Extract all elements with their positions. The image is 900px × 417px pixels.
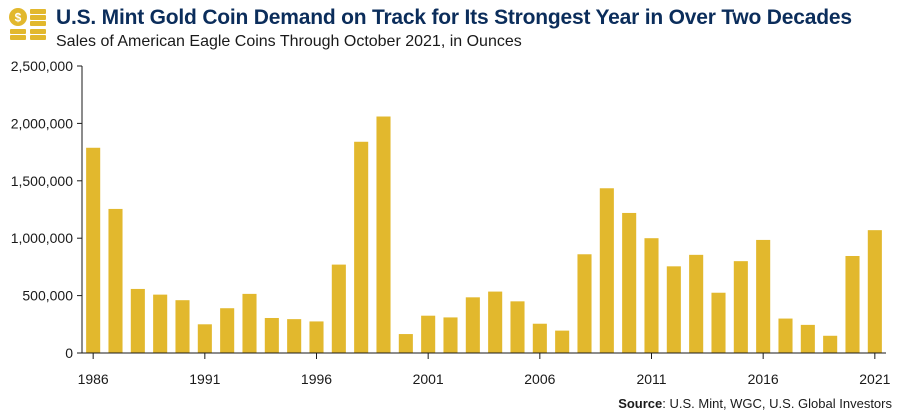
bar [800,324,815,353]
bar [599,188,614,353]
bar [287,319,302,353]
bar [867,230,882,353]
chart-title: U.S. Mint Gold Coin Demand on Track for … [56,6,852,29]
bar [443,317,458,353]
bar [130,288,145,353]
chart-subtitle: Sales of American Eagle Coins Through Oc… [56,33,522,50]
bar [242,293,257,353]
bar [756,239,771,353]
bar [555,330,570,353]
x-tick-label: 1991 [189,371,220,387]
bar [421,315,436,353]
y-tick-label: 2,000,000 [11,115,73,131]
bar [465,297,480,353]
bar [197,324,212,353]
bar [666,266,681,353]
x-tick-label: 1996 [301,371,332,387]
x-tick-label: 2006 [524,371,555,387]
x-tick-label: 1986 [78,371,109,387]
bar [398,334,413,353]
bar [510,301,525,353]
gold-coins-icon: $ [9,8,46,40]
source-note: Source: U.S. Mint, WGC, U.S. Global Inve… [618,396,892,411]
bar [845,255,860,353]
bar [153,294,168,353]
coin-icon [9,8,27,26]
bar [108,208,123,353]
bar [532,323,547,353]
bar [354,141,369,353]
y-tick-label: 1,000,000 [11,230,73,246]
bar [264,317,279,353]
bar [86,147,101,353]
y-tick-label: 2,500,000 [11,58,73,74]
dollar-sign-icon: $ [15,11,22,25]
x-tick-label: 2011 [636,371,666,387]
y-tick-label: 500,000 [22,288,73,304]
y-tick-label: 0 [65,345,73,361]
x-tick-label: 2016 [748,371,779,387]
source-label: Source [618,396,663,411]
bar [711,292,726,353]
y-tick-label: 1,500,000 [11,173,73,189]
bar [309,321,324,353]
bar [689,254,704,353]
bar [622,212,637,353]
bar [778,318,793,353]
bar [376,116,391,354]
bar [220,308,235,353]
x-tick-label: 2001 [413,371,444,387]
bar [644,238,659,353]
bar [488,291,503,353]
bar [577,254,592,353]
bar [733,261,748,353]
bar [823,335,838,353]
bar [175,300,190,353]
bar [331,264,346,353]
x-tick-label: 2021 [859,371,890,387]
source-text: : U.S. Mint, WGC, U.S. Global Investors [662,396,892,411]
